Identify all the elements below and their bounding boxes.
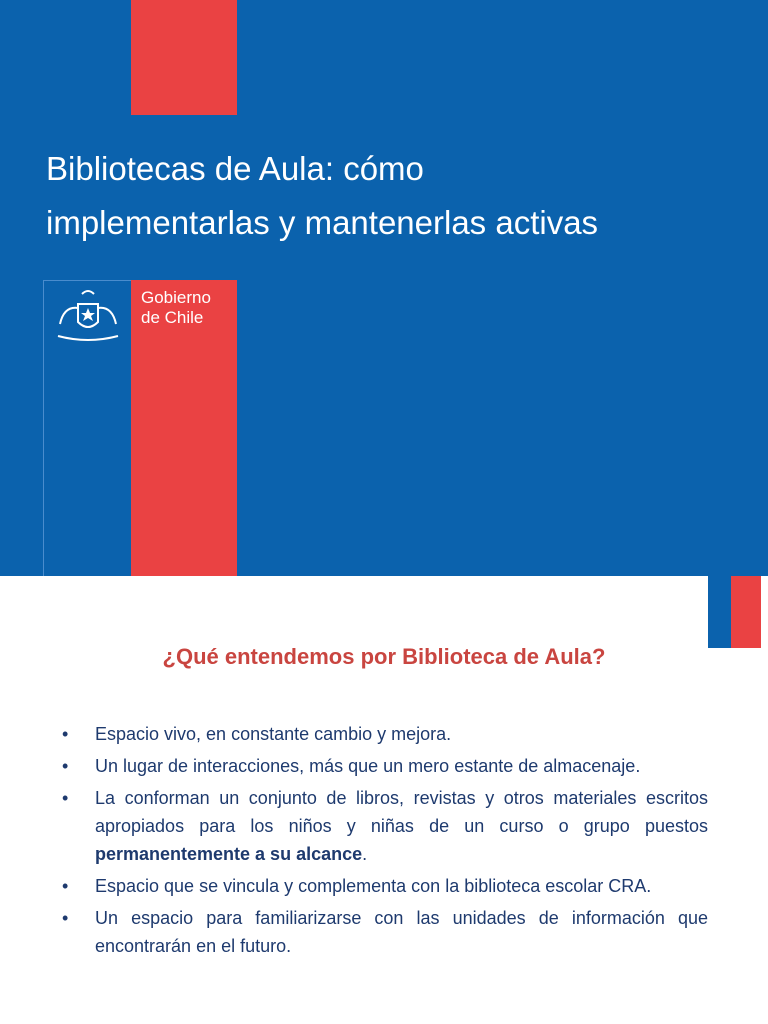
slide-title: Bibliotecas de Aula: cómo implementarlas… xyxy=(46,142,598,250)
bullet-text: Espacio vivo, en constante cambio y mejo… xyxy=(95,724,452,744)
slide-heading: ¿Qué entendemos por Biblioteca de Aula? xyxy=(162,644,606,669)
title-line: implementarlas y mantenerlas activas xyxy=(46,204,599,241)
title-line: Bibliotecas de Aula: cómo xyxy=(46,150,424,187)
bullet: Un lugar de interacciones, más que un me… xyxy=(62,752,708,780)
bullet-text: Un espacio para familiarizarse con las u… xyxy=(95,908,708,956)
logo-line: de Chile xyxy=(141,308,204,327)
coat-of-arms xyxy=(57,290,119,341)
logo-line: Gobierno xyxy=(141,288,211,307)
bullet-bold: permanentemente a su alcance xyxy=(95,844,363,864)
content-slide: ¿Qué entendemos por Biblioteca de Aula? … xyxy=(0,576,768,1024)
title-slide: Bibliotecas de Aula: cómo implementarlas… xyxy=(0,0,768,576)
bullet-text: Espacio que se vincula y complementa con… xyxy=(95,876,652,896)
bullet: Espacio vivo, en constante cambio y mejo… xyxy=(62,720,708,748)
bullet-text: Un lugar de interacciones, más que un me… xyxy=(95,756,641,776)
blue-tab xyxy=(708,576,731,648)
bullet-text: La conforman un conjunto de libros, revi… xyxy=(95,788,708,836)
bullet-text: . xyxy=(362,844,368,864)
red-bar-top xyxy=(131,0,237,115)
red-bar xyxy=(131,280,237,576)
red-tab xyxy=(731,576,761,648)
bullet: Espacio que se vincula y complementa con… xyxy=(62,872,708,900)
bullet-list: Espacio vivo, en constante cambio y mejo… xyxy=(62,720,708,964)
logo-text: Gobierno de Chile xyxy=(141,288,211,328)
bullet: Un espacio para familiarizarse con las u… xyxy=(62,904,708,960)
bullet: La conforman un conjunto de libros, revi… xyxy=(62,784,708,868)
